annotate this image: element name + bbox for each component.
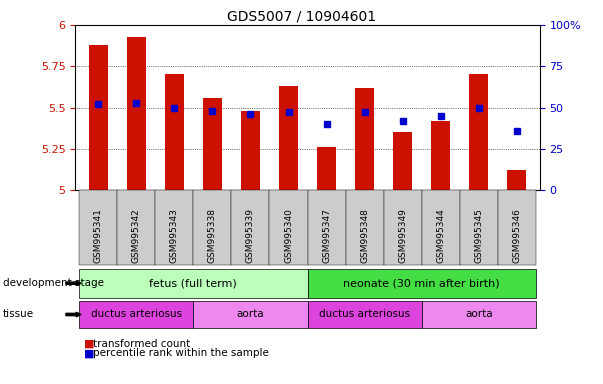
Bar [241,111,260,190]
Bar [203,98,222,190]
Text: GSM995341: GSM995341 [93,208,103,263]
Text: GSM995346: GSM995346 [513,208,522,263]
Text: ■: ■ [84,339,95,349]
Bar [469,74,488,190]
Text: GSM995347: GSM995347 [322,208,331,263]
Text: GSM995342: GSM995342 [132,208,140,263]
Text: GSM995339: GSM995339 [246,208,255,263]
Text: GSM995338: GSM995338 [208,208,217,263]
Text: GSM995345: GSM995345 [475,208,483,263]
Text: transformed count: transformed count [93,339,191,349]
Text: GSM995349: GSM995349 [398,208,407,263]
Bar [431,121,450,190]
Text: GSM995344: GSM995344 [436,208,445,263]
Text: aorta: aorta [465,310,493,319]
Text: neonate (30 min after birth): neonate (30 min after birth) [343,278,500,288]
Bar [89,45,108,190]
Text: fetus (full term): fetus (full term) [150,278,237,288]
Bar [393,132,412,190]
Text: ductus arteriosus: ductus arteriosus [319,310,410,319]
Bar [507,170,526,190]
Text: percentile rank within the sample: percentile rank within the sample [93,348,270,358]
Text: GDS5007 / 10904601: GDS5007 / 10904601 [227,10,376,23]
Text: tissue: tissue [3,310,34,319]
Text: ductus arteriosus: ductus arteriosus [90,310,182,319]
Text: development stage: development stage [3,278,104,288]
Bar [355,88,374,190]
Text: ■: ■ [84,348,95,358]
Bar [165,74,184,190]
Text: aorta: aorta [236,310,264,319]
Text: GSM995340: GSM995340 [284,208,293,263]
Bar [317,147,336,190]
Bar [279,86,298,190]
Text: GSM995348: GSM995348 [360,208,369,263]
Bar [127,36,146,190]
Text: GSM995343: GSM995343 [170,208,179,263]
